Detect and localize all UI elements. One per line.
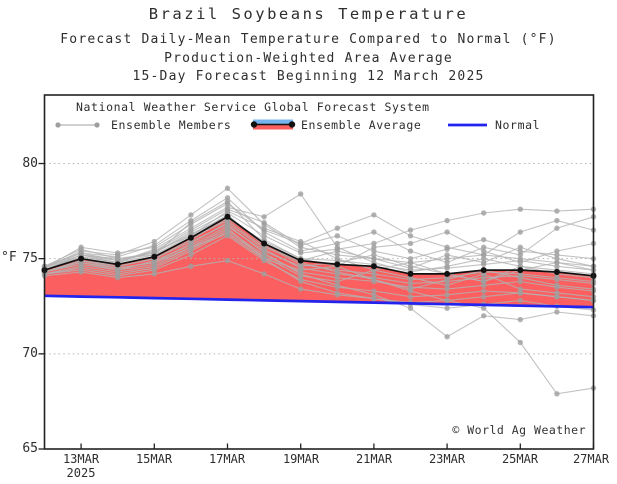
x-tick-label-21mar: 21MAR bbox=[355, 452, 393, 466]
y-axis-unit-label: °F bbox=[1, 250, 17, 265]
x-tick-label-13mar: 13MAR bbox=[62, 452, 100, 466]
x-tick-label-15mar: 15MAR bbox=[135, 452, 173, 466]
y-tick-label-65: 65 bbox=[22, 441, 38, 456]
chart-subtitle-1: Forecast Daily-Mean Temperature Compared… bbox=[60, 32, 557, 47]
watermark-credit: © World Ag Weather bbox=[452, 423, 586, 437]
x-tick-label-17mar: 17MAR bbox=[208, 452, 246, 466]
chart-title: Brazil Soybeans Temperature bbox=[148, 5, 469, 23]
legend-header: National Weather Service Global Forecast… bbox=[76, 100, 430, 114]
plot-border bbox=[43, 94, 595, 450]
x-axis-year-label: 2025 bbox=[66, 466, 96, 480]
x-tick-label-27mar: 27MAR bbox=[572, 452, 610, 466]
y-tick-label-75: 75 bbox=[22, 251, 38, 266]
normal-line bbox=[44, 294, 594, 309]
above-normal-area bbox=[44, 216, 594, 308]
legend-members-label: Ensemble Members bbox=[111, 118, 232, 132]
legend-average-sample-icon bbox=[250, 119, 296, 130]
y-tick-label-80: 80 bbox=[22, 156, 38, 171]
x-tick-label-25mar: 25MAR bbox=[501, 452, 539, 466]
y-tick-label-70: 70 bbox=[22, 346, 38, 361]
ensemble-member-lines bbox=[41, 185, 597, 397]
legend-normal-label: Normal bbox=[495, 118, 541, 132]
x-tick-label-19mar: 19MAR bbox=[282, 452, 320, 466]
ensemble-average-line bbox=[41, 213, 597, 279]
chart-subtitle-3: 15-Day Forecast Beginning 12 March 2025 bbox=[132, 69, 485, 84]
x-tick-label-23mar: 23MAR bbox=[428, 452, 466, 466]
legend-members-sample-icon bbox=[55, 122, 100, 128]
chart-subtitle-2: Production-Weighted Area Average bbox=[164, 51, 453, 66]
legend-average-label: Ensemble Average bbox=[301, 118, 422, 132]
